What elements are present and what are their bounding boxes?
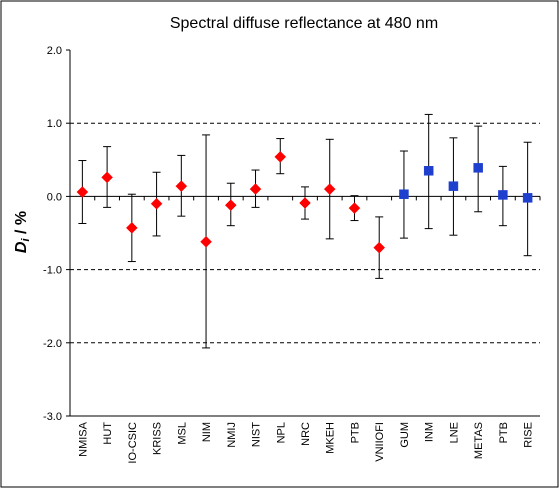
data-point-square [498,190,508,200]
x-category-label: RISE [523,422,535,448]
data-point-diamond [274,151,287,163]
y-axis-label: Di / % [13,211,32,253]
x-category-label: IO-CSIC [127,422,139,464]
x-category-label: MKEH [325,422,337,454]
x-category-label: GUM [399,422,411,448]
data-point-diamond [323,183,336,195]
data-point-square [473,163,483,173]
data-point-diamond [224,199,237,212]
x-category-label: NMIJ [226,422,238,448]
x-category-label: PTB [498,422,510,443]
y-axis-label-subscript: i [20,238,32,242]
data-point-square [423,166,434,176]
plot-area: 2.0 1.0 0.0 -1.0 -2.0 -3.0 NMISA HUT IO-CSIC KRIS… [43,45,541,464]
data-point-square [522,193,533,203]
y-tick-label: 1.0 [47,118,62,130]
plot-background [70,50,540,416]
data-point-diamond [76,186,89,198]
data-point-diamond [200,235,212,248]
y-tick-label: -1.0 [43,265,62,277]
data-point-diamond [101,171,113,184]
x-category-label: NIST [251,422,263,447]
data-point-square [448,181,459,191]
x-category-label: NPL [275,422,287,443]
x-category-label: NMISA [77,421,89,457]
y-axis-label-main: D [13,241,30,253]
x-category-label: LNE [448,422,460,443]
data-point-diamond [125,222,138,234]
data-point-square [399,189,409,199]
x-category-label: KRISS [152,422,164,455]
x-category-label: HUT [102,422,114,445]
x-category-label: VNIIOFI [374,422,386,462]
y-axis-label-unit: / % [13,211,30,239]
x-category-label: METAS [473,422,485,459]
x-category-label: NRC [300,422,312,446]
y-tick-label: -3.0 [43,411,62,423]
data-point-diamond [175,180,188,193]
y-tick-label: -2.0 [43,338,62,350]
x-category-label: NIM [201,422,213,442]
chart-title: Spectral diffuse reflectance at 480 nm [170,15,438,32]
data-point-diamond [348,202,361,214]
y-tick-label: 2.0 [47,45,62,57]
data-point-diamond [150,197,163,210]
data-point-diamond [249,183,262,195]
x-category-label: INM [424,422,436,442]
x-category-label: MSL [176,422,188,445]
data-point-diamond [299,197,311,209]
y-tick-label: 0.0 [47,191,62,203]
data-point-diamond [373,241,386,254]
x-category-label: PTB [349,422,361,443]
